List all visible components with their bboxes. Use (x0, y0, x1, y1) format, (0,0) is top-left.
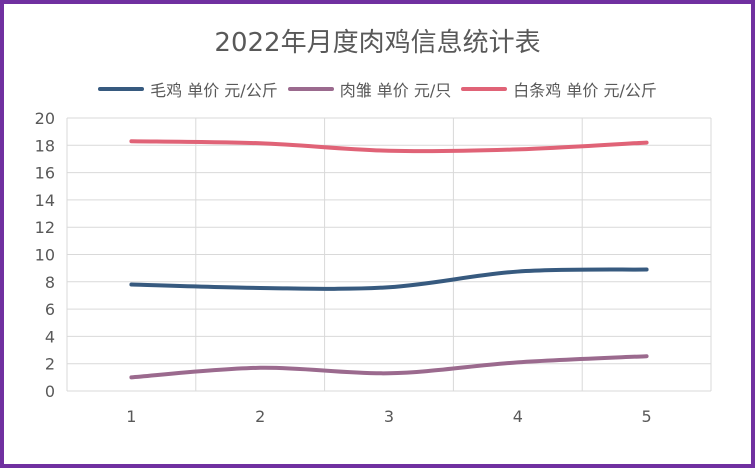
y-tick-label-8: 16 (35, 164, 55, 183)
series-line-3 (129, 139, 649, 154)
legend-swatch-series-3 (461, 87, 508, 91)
x-tick-label-2: 3 (384, 407, 394, 426)
legend-label-series-1: 毛鸡 单价 元/公斤 (150, 81, 278, 100)
y-tick-label-2: 4 (45, 327, 55, 346)
y-tick-label-1: 2 (45, 355, 55, 374)
y-tick-label-0: 0 (45, 382, 55, 401)
legend-label-series-3: 白条鸡 单价 元/公斤 (513, 81, 657, 100)
legend-item-series-3: 白条鸡 单价 元/公斤 (461, 77, 657, 101)
y-tick-label-4: 8 (45, 273, 55, 292)
y-tick-label-5: 10 (35, 246, 55, 265)
series-line-1 (129, 267, 649, 291)
series-line-2 (129, 354, 649, 380)
legend-item-series-2: 肉雏 单价 元/只 (287, 77, 452, 101)
x-tick-label-1: 2 (255, 407, 265, 426)
chart-title: 2022年月度肉鸡信息统计表 (214, 28, 541, 58)
legend-label-series-2: 肉雏 单价 元/只 (339, 81, 452, 100)
y-tick-label-10: 20 (35, 109, 55, 128)
legend-swatch-series-1 (98, 87, 145, 91)
y-tick-label-3: 6 (45, 300, 55, 319)
legend-swatch-series-2 (287, 87, 334, 91)
chart-legend: 毛鸡 单价 元/公斤 肉雏 单价 元/只 白条鸡 单价 元/公斤 (0, 77, 755, 101)
x-tick-label-0: 1 (126, 407, 136, 426)
y-tick-label-6: 12 (35, 218, 55, 237)
legend-item-series-1: 毛鸡 单价 元/公斤 (98, 77, 278, 101)
y-tick-label-9: 18 (35, 136, 55, 155)
x-tick-label-3: 4 (513, 407, 523, 426)
y-tick-label-7: 14 (35, 191, 55, 210)
x-tick-label-4: 5 (642, 407, 652, 426)
